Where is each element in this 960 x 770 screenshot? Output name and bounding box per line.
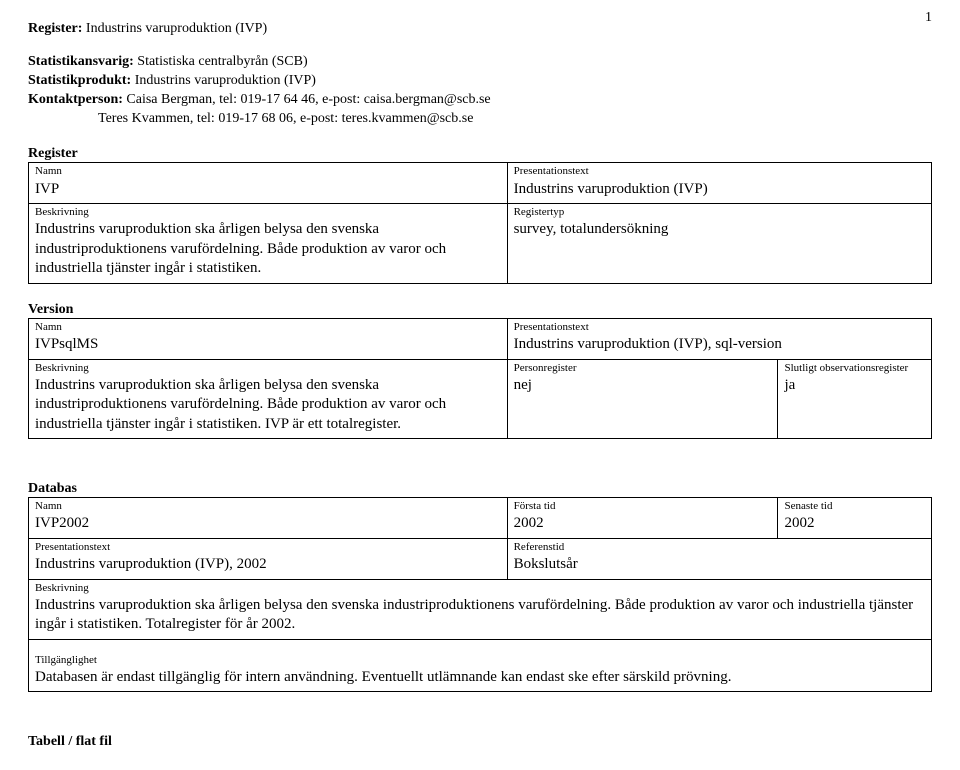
slutligt-label: Slutligt observationsregister — [784, 362, 925, 375]
presentationstext-label: Presentationstext — [35, 541, 501, 554]
version-beskrivning-cell: Beskrivning Industrins varuproduktion sk… — [29, 359, 508, 439]
register-table: Namn IVP Presentationstext Industrins va… — [28, 162, 932, 283]
statprodukt-label: Statistikprodukt: — [28, 73, 131, 88]
version-section-title: Version — [28, 302, 932, 318]
databas-forsta-cell: Första tid 2002 — [507, 498, 778, 539]
header-kontakt: Kontaktperson: Caisa Bergman, tel: 019-1… — [28, 91, 932, 110]
databas-forsta: 2002 — [514, 514, 772, 534]
header-statansvarig: Statistikansvarig: Statistiska centralby… — [28, 53, 932, 72]
version-presentationstext: Industrins varuproduktion (IVP), sql-ver… — [514, 335, 925, 355]
version-presentationstext-cell: Presentationstext Industrins varuprodukt… — [507, 318, 931, 359]
kontakt-value-1: Caisa Bergman, tel: 019-17 64 46, e-post… — [126, 92, 490, 107]
register-beskrivning: Industrins varuproduktion ska årligen be… — [35, 220, 501, 279]
databas-referenstid-cell: Referenstid Bokslutsår — [507, 538, 931, 579]
databas-table: Namn IVP2002 Första tid 2002 Senaste tid… — [28, 497, 932, 692]
statprodukt-value: Industrins varuproduktion (IVP) — [135, 73, 316, 88]
tillganglighet-label: Tillgänglighet — [35, 654, 925, 667]
register-section-title: Register — [28, 146, 932, 162]
kontakt-label: Kontaktperson: — [28, 92, 123, 107]
namn-label: Namn — [35, 165, 501, 178]
registertyp-label: Registertyp — [514, 206, 925, 219]
version-personregister-cell: Personregister nej — [507, 359, 778, 439]
version-slutligt-cell: Slutligt observationsregister ja — [778, 359, 932, 439]
kontakt-value-2: Teres Kvammen, tel: 019-17 68 06, e-post… — [28, 110, 932, 129]
document-header: Register: Industrins varuproduktion (IVP… — [28, 20, 932, 128]
senaste-tid-label: Senaste tid — [784, 500, 925, 513]
databas-beskrivning-cell: Beskrivning Industrins varuproduktion sk… — [29, 579, 932, 639]
databas-senaste-cell: Senaste tid 2002 — [778, 498, 932, 539]
register-presentationstext: Industrins varuproduktion (IVP) — [514, 180, 925, 200]
databas-tillganglighet: Databasen är endast tillgänglig för inte… — [35, 668, 925, 688]
statansvarig-label: Statistikansvarig: — [28, 54, 134, 69]
page-number: 1 — [925, 10, 932, 26]
version-namn-cell: Namn IVPsqlMS — [29, 318, 508, 359]
beskrivning-label: Beskrivning — [35, 362, 501, 375]
version-namn: IVPsqlMS — [35, 335, 501, 355]
version-beskrivning: Industrins varuproduktion ska årligen be… — [35, 376, 501, 435]
databas-senaste: 2002 — [784, 514, 925, 534]
referenstid-label: Referenstid — [514, 541, 925, 554]
register-namn-cell: Namn IVP — [29, 163, 508, 204]
personregister-label: Personregister — [514, 362, 772, 375]
register-label: Register: — [28, 21, 82, 36]
databas-presentationstext-cell: Presentationstext Industrins varuprodukt… — [29, 538, 508, 579]
namn-label: Namn — [35, 500, 501, 513]
databas-presentationstext: Industrins varuproduktion (IVP), 2002 — [35, 555, 501, 575]
statansvarig-value: Statistiska centralbyrån (SCB) — [137, 54, 307, 69]
beskrivning-label: Beskrivning — [35, 206, 501, 219]
register-value: Industrins varuproduktion (IVP) — [86, 21, 267, 36]
version-slutligt: ja — [784, 376, 925, 396]
presentationstext-label: Presentationstext — [514, 321, 925, 334]
version-personregister: nej — [514, 376, 772, 396]
register-presentationstext-cell: Presentationstext Industrins varuprodukt… — [507, 163, 931, 204]
header-statprodukt: Statistikprodukt: Industrins varuprodukt… — [28, 72, 932, 91]
header-register: Register: Industrins varuproduktion (IVP… — [28, 20, 932, 39]
register-namn: IVP — [35, 180, 501, 200]
databas-namn: IVP2002 — [35, 514, 501, 534]
register-registertyp-cell: Registertyp survey, totalundersökning — [507, 204, 931, 284]
databas-tillganglighet-cell: Tillgänglighet Databasen är endast tillg… — [29, 639, 932, 692]
presentationstext-label: Presentationstext — [514, 165, 925, 178]
databas-referenstid: Bokslutsår — [514, 555, 925, 575]
register-beskrivning-cell: Beskrivning Industrins varuproduktion sk… — [29, 204, 508, 284]
databas-section-title: Databas — [28, 481, 932, 497]
databas-namn-cell: Namn IVP2002 — [29, 498, 508, 539]
databas-beskrivning: Industrins varuproduktion ska årligen be… — [35, 596, 925, 635]
register-registertyp: survey, totalundersökning — [514, 220, 925, 240]
version-table: Namn IVPsqlMS Presentationstext Industri… — [28, 318, 932, 439]
beskrivning-label: Beskrivning — [35, 582, 925, 595]
forsta-tid-label: Första tid — [514, 500, 772, 513]
tabell-section-title: Tabell / flat fil — [28, 734, 932, 750]
namn-label: Namn — [35, 321, 501, 334]
